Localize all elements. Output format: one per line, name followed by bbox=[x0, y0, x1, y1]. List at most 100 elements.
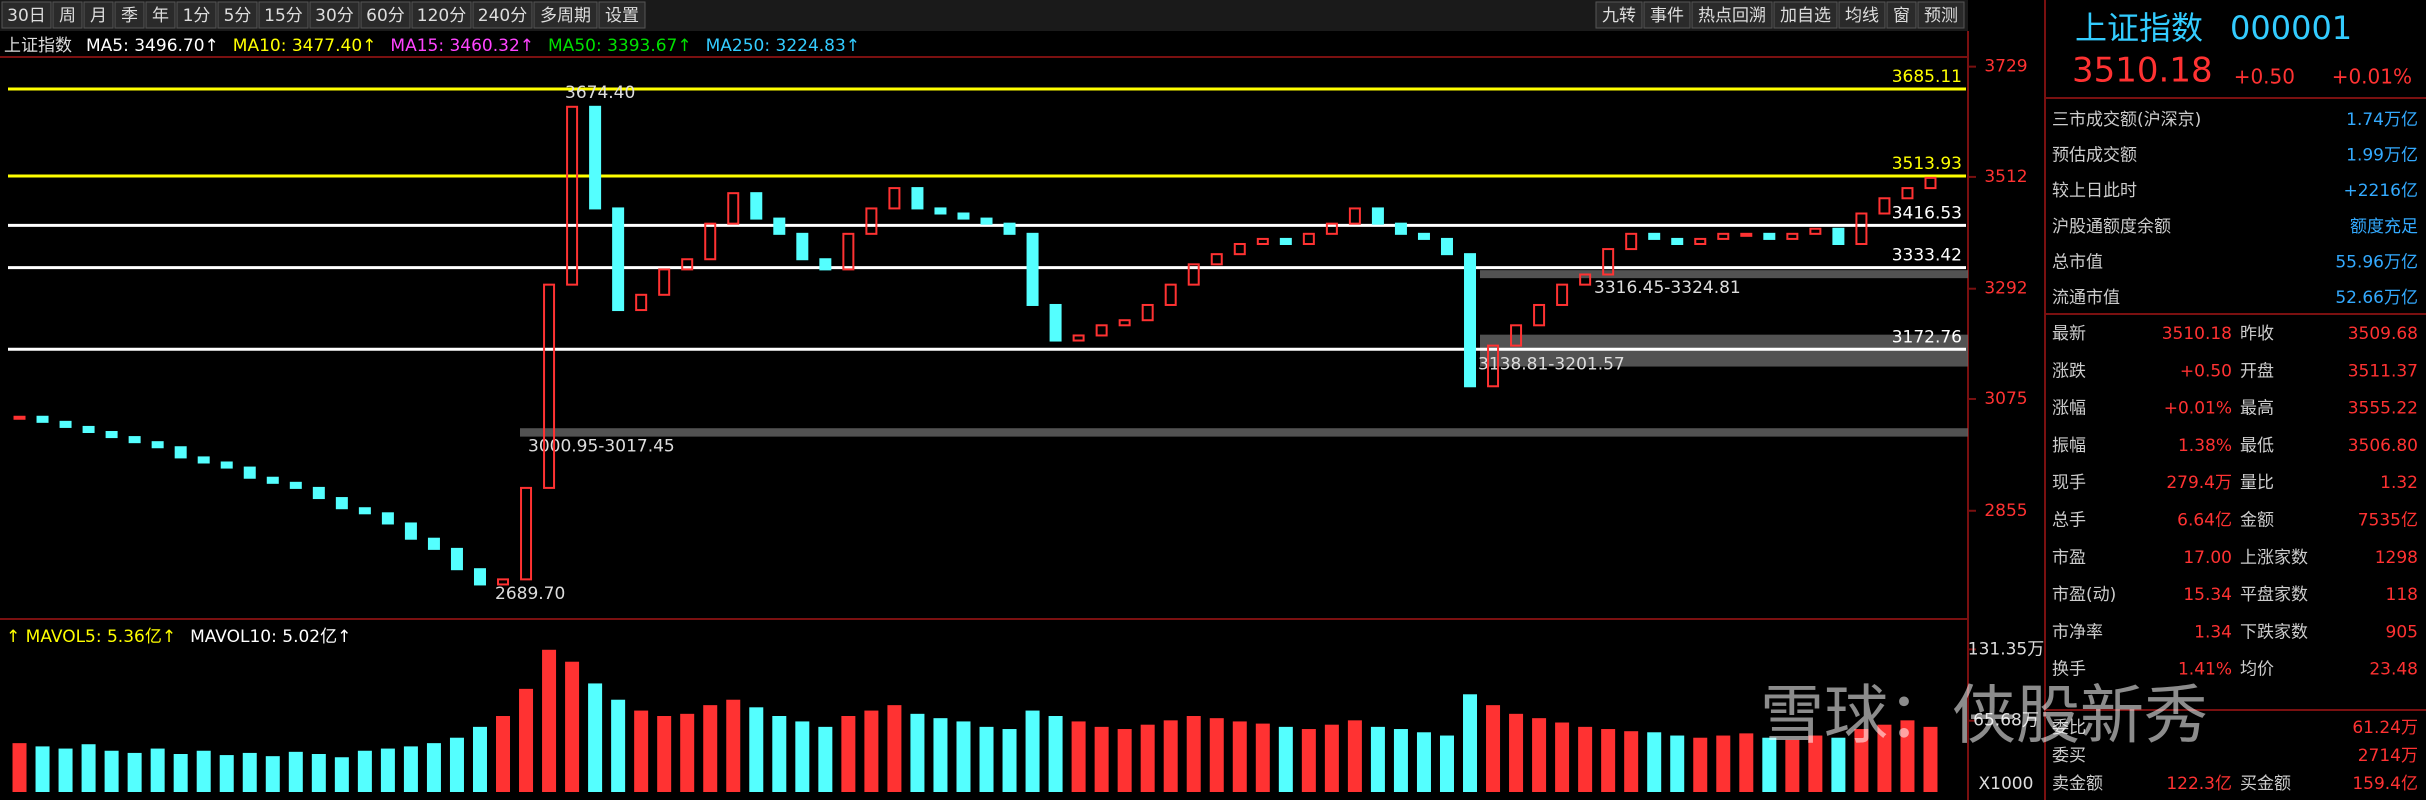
quote-value: 279.4万 bbox=[2166, 473, 2232, 493]
toolbar-button-label[interactable]: 年 bbox=[152, 6, 169, 26]
toolbar-button-label[interactable]: 60分 bbox=[366, 6, 405, 26]
toolbar-button-label[interactable]: 事件 bbox=[1650, 6, 1684, 26]
chart-title: 上证指数 bbox=[4, 36, 72, 56]
quote-value: 额度充足 bbox=[2350, 217, 2418, 237]
toolbar-button-label[interactable]: 加自选 bbox=[1780, 6, 1831, 26]
toolbar-button[interactable] bbox=[52, 1, 83, 29]
toolbar-button-label[interactable]: 30分 bbox=[315, 6, 354, 26]
quote-value: 1.38% bbox=[2178, 436, 2232, 456]
candle-body bbox=[1026, 232, 1039, 306]
toolbar-button[interactable] bbox=[258, 1, 309, 29]
toolbar-button-label[interactable]: 季 bbox=[121, 6, 138, 26]
toolbar-button-label[interactable]: 240分 bbox=[478, 6, 527, 26]
quote-label: 流通市值 bbox=[2052, 288, 2120, 308]
candle-body bbox=[1394, 222, 1407, 235]
volume-bar bbox=[1647, 732, 1662, 792]
volume-bar bbox=[1186, 716, 1201, 792]
candle-body bbox=[151, 441, 164, 449]
volume-bar bbox=[657, 716, 672, 792]
quote-label: 上涨家数 bbox=[2240, 548, 2308, 568]
toolbar-button[interactable] bbox=[145, 1, 176, 29]
quote-value: 1.32 bbox=[2380, 473, 2418, 493]
candle-body bbox=[1464, 253, 1477, 388]
toolbar-button[interactable] bbox=[1773, 1, 1838, 29]
volume-bar bbox=[1002, 729, 1017, 792]
toolbar-button[interactable] bbox=[217, 1, 258, 29]
toolbar-button[interactable] bbox=[411, 1, 472, 29]
volume-bar bbox=[311, 754, 326, 792]
volume-bar bbox=[403, 746, 418, 792]
candle-body bbox=[520, 486, 533, 581]
toolbar-button-label[interactable]: 预测 bbox=[1924, 6, 1958, 26]
toolbar-button[interactable] bbox=[309, 1, 360, 29]
toolbar-button[interactable] bbox=[533, 1, 598, 29]
candle-body bbox=[773, 217, 786, 235]
y-tick-label: 3729 bbox=[1984, 57, 2027, 77]
volume-bar bbox=[426, 743, 441, 792]
volume-bar bbox=[565, 661, 580, 792]
candle-body bbox=[1786, 232, 1799, 240]
candle-body bbox=[566, 105, 579, 286]
candle-body bbox=[1602, 248, 1615, 276]
toolbar-button[interactable] bbox=[472, 1, 533, 29]
toolbar-button-label[interactable]: 热点回溯 bbox=[1698, 6, 1766, 26]
toolbar-button[interactable] bbox=[1886, 1, 1917, 29]
toolbar-button-label[interactable]: 120分 bbox=[417, 6, 466, 26]
toolbar-button[interactable] bbox=[1838, 1, 1886, 29]
volume-bar bbox=[1486, 705, 1501, 792]
price-annotation: 2689.70 bbox=[495, 584, 565, 604]
volume-bar bbox=[196, 750, 211, 792]
candle-body bbox=[1533, 303, 1546, 327]
toolbar-button[interactable] bbox=[1917, 1, 1965, 29]
toolbar-button-label[interactable]: 15分 bbox=[264, 6, 303, 26]
quote-label: 涨跌 bbox=[2052, 361, 2086, 381]
volume-tick-label: 131.35万 bbox=[1968, 639, 2044, 659]
volume-bar bbox=[1578, 726, 1593, 792]
quote-value: 17.00 bbox=[2183, 548, 2232, 568]
quote-label: 最低 bbox=[2240, 436, 2274, 456]
quote-value: 3506.80 bbox=[2348, 436, 2418, 456]
toolbar-button-label[interactable]: 均线 bbox=[1845, 6, 1879, 26]
volume-legend: MAVOL10: 5.02亿↑ bbox=[190, 627, 351, 647]
volume-legend: ↑ MAVOL5: 5.36亿↑ bbox=[6, 627, 176, 647]
toolbar-button[interactable] bbox=[598, 1, 646, 29]
toolbar-button[interactable] bbox=[360, 1, 411, 29]
toolbar-button-label[interactable]: 窗 bbox=[1893, 6, 1910, 26]
toolbar-button-label[interactable]: 设置 bbox=[605, 6, 639, 26]
volume-bar bbox=[150, 748, 165, 792]
volume-bar bbox=[1900, 720, 1915, 792]
toolbar-button-label[interactable]: 九转 bbox=[1602, 6, 1636, 26]
candle-body bbox=[1003, 222, 1016, 235]
price-zone-label: 3138.81-3201.57 bbox=[1478, 355, 1625, 375]
quote-label: 最高 bbox=[2240, 399, 2274, 419]
toolbar-button-label[interactable]: 1分 bbox=[183, 6, 211, 26]
toolbar-button[interactable] bbox=[1595, 1, 1643, 29]
toolbar-button-label[interactable]: 多周期 bbox=[540, 6, 591, 26]
toolbar-button[interactable] bbox=[1643, 1, 1691, 29]
toolbar-button-label[interactable]: 5分 bbox=[224, 6, 252, 26]
candle-body bbox=[796, 232, 809, 261]
toolbar-button[interactable] bbox=[1, 1, 52, 29]
candle-body bbox=[1118, 319, 1131, 327]
candle-body bbox=[727, 192, 740, 225]
price-line-label: 3172.76 bbox=[1892, 327, 1962, 347]
toolbar-button[interactable] bbox=[1691, 1, 1773, 29]
candle-body bbox=[1233, 242, 1246, 256]
volume-bar bbox=[1209, 718, 1224, 792]
toolbar-button-label[interactable]: 30日 bbox=[7, 6, 46, 26]
volume-bar bbox=[519, 688, 534, 792]
candle-body bbox=[681, 258, 694, 271]
candle-body bbox=[1694, 237, 1707, 245]
candle-body bbox=[1510, 324, 1523, 347]
toolbar-button[interactable] bbox=[176, 1, 217, 29]
candle-body bbox=[1763, 232, 1776, 240]
quote-value: 1.34 bbox=[2194, 622, 2232, 642]
volume-bar bbox=[127, 752, 142, 792]
candle-body bbox=[1717, 232, 1730, 240]
volume-bar bbox=[380, 748, 395, 792]
toolbar-button-label[interactable]: 周 bbox=[59, 6, 76, 26]
toolbar-button-label[interactable]: 月 bbox=[90, 6, 107, 26]
toolbar-button[interactable] bbox=[83, 1, 114, 29]
volume-bar bbox=[1048, 716, 1063, 792]
toolbar-button[interactable] bbox=[114, 1, 145, 29]
